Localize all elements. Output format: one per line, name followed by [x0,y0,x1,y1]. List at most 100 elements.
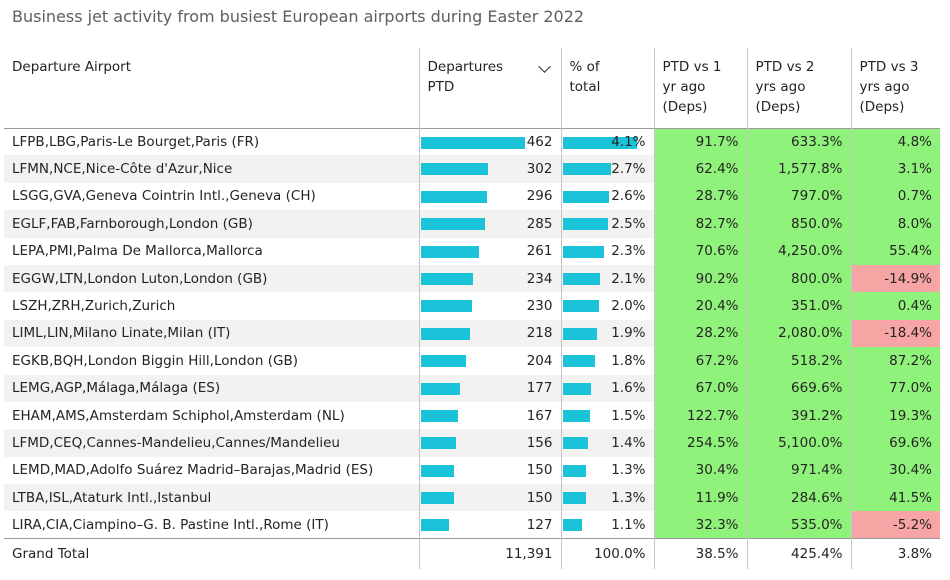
table-row[interactable]: LIML,LIN,Milano Linate,Milan (IT) 218 1.9%… [4,319,940,348]
col-header-airport[interactable]: Departure Airport [12,59,132,75]
pct-cell: 2.3% [560,237,654,265]
pct-cell: 1.3% [560,456,654,485]
pct-bar [562,136,637,149]
vs3-cell: -14.9% [850,264,940,293]
table-row[interactable]: LFMN,NCE,Nice-Côte d'Azur,Nice 302 2.7% 62.… [4,155,940,183]
vs1-cell: 91.7% [653,128,747,156]
vs2-cell: 669.6% [746,374,851,402]
grand-total-row: Grand Total 11,391 100.0% 38.5% 425.4% 3… [4,538,940,569]
vs1-cell: 70.6% [653,237,747,265]
pct-cell: 1.1% [560,511,654,539]
departures-bar [420,409,459,422]
pct-bar [562,163,612,176]
grand-total-vs3: 3.8% [850,538,940,569]
departures-value: 150 [526,489,553,506]
table-row[interactable]: LSGG,GVA,Geneva Cointrin Intl.,Geneva (C… [4,182,940,211]
airport-table: Departure Airport Departures PTD % of to… [4,48,940,569]
vs3-cell: 77.0% [850,374,940,402]
pct-cell: 2.1% [560,264,654,293]
vs2-cell: 4,250.0% [746,237,851,265]
departures-cell: 204 [418,347,561,375]
table-row[interactable]: LTBA,ISL,Ataturk Intl.,Istanbul 150 1.3% 11… [4,484,940,512]
pct-bar [562,300,599,313]
grand-total-departures: 11,391 [418,538,561,569]
table-row[interactable]: LEPA,PMI,Palma De Mallorca,Mallorca 261 2.… [4,237,940,265]
departures-bar [420,300,473,313]
vs1-cell: 11.9% [653,484,747,512]
table-row[interactable]: EGKB,BQH,London Biggin Hill,London (GB) 2… [4,347,940,375]
departures-cell: 156 [418,429,561,457]
col-header-pct[interactable]: % of total [560,48,654,128]
pct-value: 2.7% [611,161,646,178]
table-row[interactable]: LIRA,CIA,Ciampino–G. B. Pastine Intl.,Ro… [4,511,940,539]
departures-cell: 296 [418,182,561,211]
vs2-cell: 800.0% [746,264,851,293]
col-header-vs3-label: PTD vs 3 yrs ago (Deps) [859,59,919,115]
airport-cell: EHAM,AMS,Amsterdam Schiphol,Amsterdam (N… [12,407,345,424]
pct-value: 1.8% [611,352,646,369]
col-header-vs2[interactable]: PTD vs 2 yrs ago (Deps) [746,48,851,128]
vs3-cell: -18.4% [850,319,940,348]
col-header-vs2-label: PTD vs 2 yrs ago (Deps) [755,59,815,115]
col-header-vs3[interactable]: PTD vs 3 yrs ago (Deps) [850,48,940,128]
airport-cell: EGLF,FAB,Farnborough,London (GB) [4,210,419,238]
departures-cell: 261 [418,237,561,265]
grand-total-vs2: 425.4% [746,538,851,569]
vs2-cell: 5,100.0% [746,429,851,457]
departures-bar [420,190,488,203]
vs1-cell: 62.4% [653,155,747,183]
header-row: Departure Airport Departures PTD % of to… [4,48,940,128]
table-row[interactable]: LSZH,ZRH,Zurich,Zurich 230 2.0% 20.4% 351.0%… [4,292,940,320]
departures-bar [420,355,467,368]
vs1-cell: 90.2% [653,264,747,293]
departures-bar [420,272,474,285]
col-header-pct-label: % of total [569,59,601,95]
departures-cell: 150 [418,484,561,512]
vs1-cell: 28.7% [653,182,747,211]
vs2-cell: 518.2% [746,347,851,375]
table-row[interactable]: LEMD,MAD,Adolfo Suárez Madrid–Barajas,Ma… [4,456,940,485]
table-row[interactable]: EGGW,LTN,London Luton,London (GB) 234 2.1%… [4,264,940,293]
vs3-cell: 30.4% [850,456,940,485]
pct-bar [562,190,610,203]
table-row[interactable]: EGLF,FAB,Farnborough,London (GB) 285 2.5% 8… [4,210,940,238]
pct-bar [562,218,608,231]
vs2-cell: 2,080.0% [746,319,851,348]
departures-value: 302 [526,161,553,178]
pct-cell: 2.6% [560,182,654,211]
airport-cell: LEPA,PMI,Palma De Mallorca,Mallorca [12,243,263,260]
vs1-cell: 20.4% [653,292,747,320]
chevron-down-icon[interactable] [537,60,551,73]
departures-bar [420,492,455,505]
vs2-cell: 391.2% [746,401,851,430]
col-header-departures-label: Departures PTD [427,59,504,95]
airport-cell: EGGW,LTN,London Luton,London (GB) [4,264,419,293]
pct-bar [562,492,586,505]
table-row[interactable]: LFMD,CEQ,Cannes-Mandelieu,Cannes/Mandeli… [4,429,940,457]
table-row[interactable]: LEMG,AGP,Málaga,Málaga (ES) 177 1.6% 67.0% 6… [4,374,940,402]
col-header-departures[interactable]: Departures PTD [418,48,561,128]
pct-value: 4.1% [611,133,646,150]
pct-value: 1.9% [611,325,646,342]
table-row[interactable]: EHAM,AMS,Amsterdam Schiphol,Amsterdam (N… [4,401,940,430]
col-header-vs1[interactable]: PTD vs 1 yr ago (Deps) [653,48,747,128]
pct-value: 1.3% [611,489,646,506]
pct-value: 2.6% [611,188,646,205]
departures-cell: 302 [418,155,561,183]
pct-bar [562,355,595,368]
airport-cell: LSGG,GVA,Geneva Cointrin Intl.,Geneva (C… [12,188,316,205]
pct-value: 2.0% [611,298,646,315]
vs1-cell: 28.2% [653,319,747,348]
departures-value: 127 [526,516,553,533]
departures-value: 234 [526,270,553,287]
departures-cell: 167 [418,401,561,430]
pct-bar [562,409,590,422]
pct-bar [562,327,597,340]
vs3-cell: 41.5% [850,484,940,512]
vs2-cell: 1,577.8% [746,155,851,183]
table-row[interactable]: LFPB,LBG,Paris-Le Bourget,Paris (FR) 462 4… [4,128,940,156]
pct-cell: 1.9% [560,319,654,348]
vs2-cell: 535.0% [746,511,851,539]
pct-cell: 4.1% [560,128,654,156]
vs3-cell: 0.4% [850,292,940,320]
